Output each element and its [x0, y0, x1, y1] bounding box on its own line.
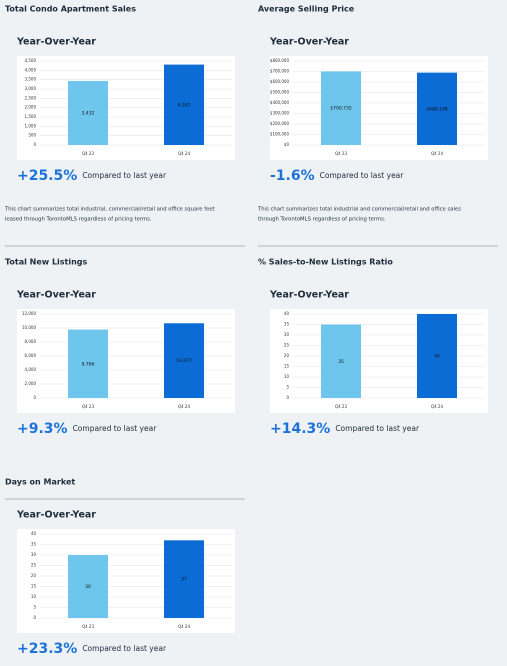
panel-title: Days on Market [5, 478, 75, 487]
y-tick-label: $0 [284, 142, 290, 147]
panel-title: Total Condo Apartment Sales [5, 5, 136, 14]
x-tick-label: Q4 24 [431, 151, 444, 156]
y-tick-label: 5 [286, 385, 289, 390]
x-tick-label: Q4 23 [82, 624, 95, 629]
y-tick-label: 10 [31, 594, 37, 599]
change-note: Compared to last year [82, 644, 167, 653]
y-tick-label: 35 [284, 322, 290, 327]
panel-subtitle: Year-Over-Year [269, 37, 349, 48]
x-tick-label: Q4 24 [431, 404, 444, 409]
y-tick-label: 20 [31, 573, 37, 578]
value-label: $700,735 [330, 106, 352, 112]
panel-title: % Sales-to-New Listings Ratio [258, 258, 393, 267]
change-value: +25.5% [17, 168, 77, 184]
panel-subtitle: Year-Over-Year [269, 290, 349, 301]
y-tick-label: 15 [31, 584, 37, 589]
x-tick-label: Q4 23 [82, 151, 95, 156]
y-tick-label: 40 [31, 531, 37, 536]
change-note: Compared to last year [335, 424, 420, 433]
y-tick-label: 1,000 [25, 123, 37, 128]
y-tick-label: 2,000 [25, 105, 37, 110]
description: This chart summarizes total industrial, … [4, 207, 215, 213]
change-note: Compared to last year [82, 171, 167, 180]
y-tick-label: 2,500 [25, 95, 37, 100]
y-tick-label: 40 [284, 311, 290, 316]
panel-title: Average Selling Price [258, 5, 355, 14]
y-tick-label: 2,000 [25, 381, 37, 386]
y-tick-label: $500,000 [270, 90, 290, 95]
y-tick-label: 5 [33, 605, 36, 610]
y-tick-label: 30 [31, 552, 37, 557]
y-tick-label: 15 [284, 364, 290, 369]
y-tick-label: 0 [33, 142, 36, 147]
y-tick-label: 0 [33, 615, 36, 620]
bar [164, 64, 204, 145]
y-tick-label: 0 [286, 395, 289, 400]
bar [417, 314, 457, 398]
bar [164, 323, 204, 398]
change-value: -1.6% [270, 168, 315, 184]
y-tick-label: 30 [284, 332, 290, 337]
y-tick-label: 3,500 [25, 77, 37, 82]
y-tick-label: $800,000 [270, 58, 290, 63]
y-tick-label: 20 [284, 353, 290, 358]
y-tick-label: 3,000 [25, 86, 37, 91]
bar [417, 72, 457, 145]
x-tick-label: Q4 24 [178, 404, 191, 409]
change-value: +9.3% [17, 421, 68, 437]
y-tick-label: $100,000 [270, 132, 290, 137]
value-label: 4,307 [178, 102, 191, 108]
bar [68, 80, 108, 145]
x-tick-label: Q4 24 [178, 151, 191, 156]
y-tick-label: 6,000 [25, 353, 37, 358]
x-tick-label: Q4 23 [335, 404, 348, 409]
y-tick-label: 10,000 [22, 325, 36, 330]
change-value: +14.3% [270, 421, 330, 437]
bar [164, 540, 204, 618]
description: This chart summarizes total industrial a… [257, 207, 461, 213]
value-label: 37 [181, 577, 187, 583]
bar [321, 71, 361, 145]
value-label: 3,432 [82, 110, 95, 116]
description: leased through TorontoMLS regardless of … [5, 217, 152, 223]
y-tick-label: $200,000 [270, 121, 290, 126]
y-tick-label: 4,000 [25, 67, 37, 72]
y-tick-label: 35 [31, 542, 37, 547]
change-note: Compared to last year [73, 424, 158, 433]
y-tick-label: $300,000 [270, 111, 290, 116]
panel-subtitle: Year-Over-Year [16, 37, 96, 48]
y-tick-label: 0 [33, 395, 36, 400]
x-tick-label: Q4 24 [178, 624, 191, 629]
panel-subtitle: Year-Over-Year [16, 510, 96, 521]
change-note: Compared to last year [320, 171, 405, 180]
bar [68, 555, 108, 618]
value-label: 35 [338, 359, 344, 365]
value-label: 9,766 [82, 361, 95, 367]
y-tick-label: 25 [284, 343, 290, 348]
value-label: 30 [85, 584, 91, 590]
y-tick-label: $700,000 [270, 69, 290, 74]
y-tick-label: 1,500 [25, 114, 37, 119]
bar [68, 329, 108, 398]
y-tick-label: $600,000 [270, 79, 290, 84]
y-tick-label: 8,000 [25, 339, 37, 344]
value-label: 10,677 [176, 358, 192, 364]
panel-title: Total New Listings [5, 258, 88, 267]
y-tick-label: 10 [284, 374, 290, 379]
value-label: 40 [434, 354, 440, 360]
y-tick-label: 500 [28, 133, 36, 138]
y-tick-label: 25 [31, 563, 37, 568]
y-tick-label: 4,500 [25, 58, 37, 63]
change-value: +23.3% [17, 641, 77, 657]
value-label: $689,198 [426, 106, 448, 112]
y-tick-label: $400,000 [270, 100, 290, 105]
y-tick-label: 4,000 [25, 367, 37, 372]
panel-subtitle: Year-Over-Year [16, 290, 96, 301]
x-tick-label: Q4 23 [335, 151, 348, 156]
x-tick-label: Q4 23 [82, 404, 95, 409]
y-tick-label: 12,000 [22, 311, 36, 316]
description: through TorontoMLS regardless of pricing… [258, 217, 386, 223]
bar [321, 324, 361, 398]
